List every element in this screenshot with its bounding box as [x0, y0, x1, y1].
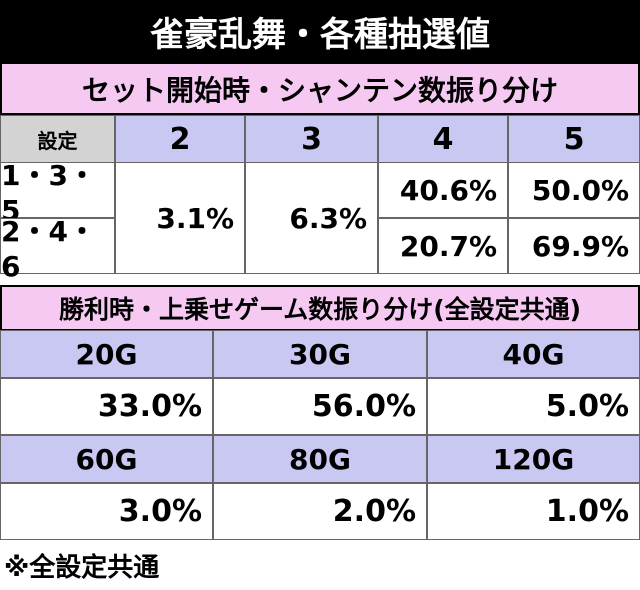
column-header: 3	[245, 115, 378, 163]
column-header: 2	[115, 115, 245, 163]
game-value: 33.0%	[0, 378, 213, 435]
game-label: 60G	[0, 435, 213, 483]
game-label: 120G	[427, 435, 640, 483]
column-header: 4	[378, 115, 508, 163]
value-cell: 50.0%	[508, 162, 640, 218]
game-value: 56.0%	[213, 378, 427, 435]
game-value: 1.0%	[427, 483, 640, 540]
merged-value: 6.3%	[245, 162, 378, 274]
value-cell: 40.6%	[378, 162, 508, 218]
title-bar: 雀豪乱舞・各種抽選値	[0, 0, 640, 62]
section-title: 勝利時・上乗せゲーム数振り分け(全設定共通)	[0, 285, 640, 331]
game-label: 80G	[213, 435, 427, 483]
footer-note: ※全設定共通	[4, 552, 160, 583]
merged-value: 3.1%	[115, 162, 245, 274]
game-value: 3.0%	[0, 483, 213, 540]
section-title: セット開始時・シャンテン数振り分け	[0, 62, 640, 115]
value-cell: 69.9%	[508, 218, 640, 274]
setting-header: 設定	[0, 115, 115, 163]
game-label: 40G	[427, 330, 640, 378]
column-header: 5	[508, 115, 640, 163]
row-label: 1・3・5	[0, 159, 115, 227]
game-value: 5.0%	[427, 378, 640, 435]
game-label: 20G	[0, 330, 213, 378]
game-value: 2.0%	[213, 483, 427, 540]
game-label: 30G	[213, 330, 427, 378]
value-cell: 20.7%	[378, 218, 508, 274]
row-label: 2・4・6	[0, 215, 115, 283]
